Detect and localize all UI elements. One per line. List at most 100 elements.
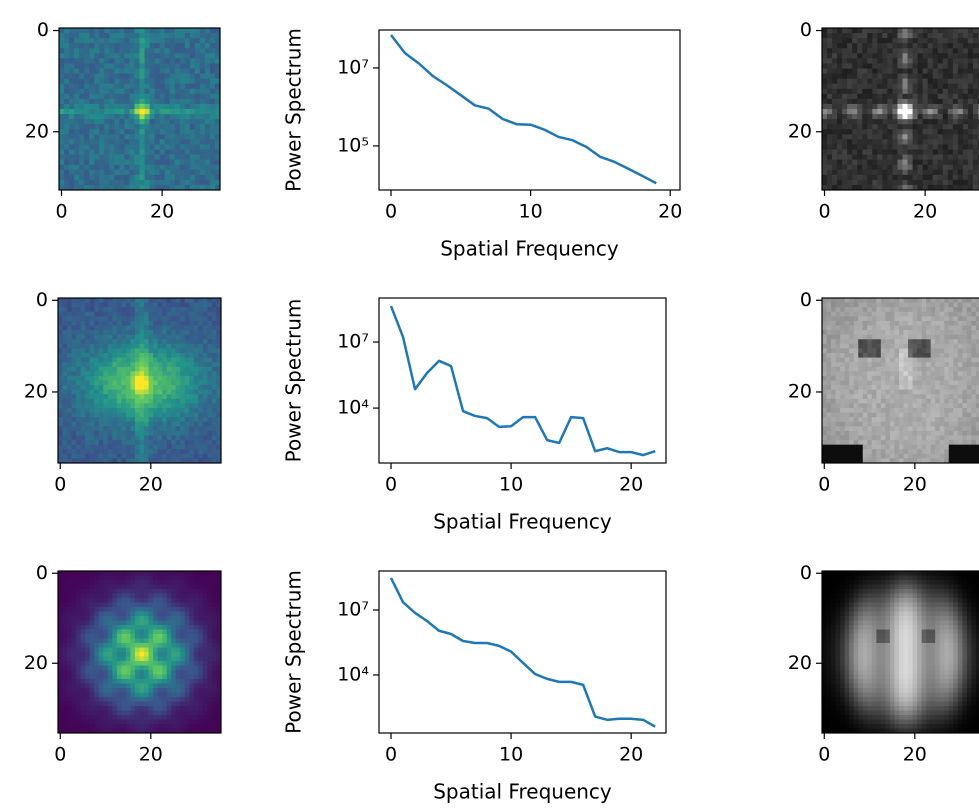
image-pixel bbox=[885, 326, 890, 331]
image-pixel bbox=[908, 89, 913, 94]
image-pixel bbox=[90, 335, 95, 340]
image-pixel bbox=[876, 303, 881, 308]
image-pixel bbox=[162, 307, 167, 312]
image-pixel bbox=[194, 449, 199, 454]
image-pixel bbox=[903, 58, 908, 63]
image-pixel bbox=[99, 144, 104, 149]
image-pixel bbox=[171, 353, 176, 358]
image-pixel bbox=[94, 119, 99, 124]
image-pixel bbox=[897, 69, 902, 74]
image-pixel bbox=[845, 335, 850, 340]
image-pixel bbox=[962, 330, 967, 335]
image-pixel bbox=[953, 376, 958, 381]
image-pixel bbox=[185, 94, 190, 99]
image-pixel bbox=[887, 33, 892, 38]
image-pixel bbox=[124, 144, 129, 149]
image-pixel bbox=[190, 155, 195, 160]
image-pixel bbox=[135, 307, 140, 312]
image-pixel bbox=[203, 353, 208, 358]
image-pixel bbox=[867, 390, 872, 395]
image-pixel bbox=[150, 99, 155, 104]
image-pixel bbox=[103, 422, 108, 427]
image-pixel bbox=[948, 79, 953, 84]
image-pixel bbox=[847, 53, 852, 58]
image-pixel bbox=[185, 585, 190, 590]
image-pixel bbox=[124, 124, 129, 129]
image-pixel bbox=[180, 69, 185, 74]
image-pixel bbox=[144, 431, 149, 436]
image-pixel bbox=[72, 321, 77, 326]
image-pixel bbox=[94, 426, 99, 431]
image-pixel bbox=[99, 598, 104, 603]
image-pixel bbox=[200, 109, 205, 114]
image-pixel bbox=[109, 28, 114, 33]
image-pixel bbox=[872, 381, 877, 386]
image-pixel bbox=[94, 358, 99, 363]
image-pixel bbox=[180, 58, 185, 63]
image-pixel bbox=[949, 376, 954, 381]
image-pixel bbox=[94, 339, 99, 344]
image-pixel bbox=[926, 339, 931, 344]
image-pixel bbox=[922, 381, 927, 386]
image-pixel bbox=[894, 394, 899, 399]
image-pixel bbox=[831, 312, 836, 317]
image-pixel bbox=[953, 394, 958, 399]
image-pixel bbox=[872, 89, 877, 94]
image-pixel bbox=[135, 298, 140, 303]
image-pixel bbox=[926, 335, 931, 340]
image-pixel bbox=[872, 144, 877, 149]
image-pixel bbox=[117, 454, 122, 459]
image-pixel bbox=[953, 454, 958, 459]
image-pixel bbox=[171, 330, 176, 335]
image-pixel bbox=[170, 33, 175, 38]
image-pixel bbox=[890, 376, 895, 381]
image-pixel bbox=[831, 367, 836, 372]
image-pixel bbox=[150, 84, 155, 89]
image-pixel bbox=[207, 358, 212, 363]
image-pixel bbox=[109, 74, 114, 79]
image-pixel bbox=[948, 63, 953, 68]
image-pixel bbox=[194, 417, 199, 422]
image-pixel bbox=[119, 114, 124, 119]
image-pixel bbox=[167, 316, 172, 321]
image-pixel bbox=[180, 445, 185, 450]
image-pixel bbox=[94, 307, 99, 312]
image-pixel bbox=[104, 69, 109, 74]
image-pixel bbox=[180, 303, 185, 308]
image-pixel bbox=[94, 403, 99, 408]
image-pixel bbox=[85, 440, 90, 445]
image-pixel bbox=[973, 114, 978, 119]
image-pixel bbox=[150, 69, 155, 74]
image-pixel bbox=[831, 445, 836, 450]
image-pixel bbox=[913, 394, 918, 399]
image-pixel bbox=[207, 339, 212, 344]
image-pixel bbox=[144, 426, 149, 431]
image-pixel bbox=[180, 180, 185, 185]
image-pixel bbox=[971, 413, 976, 418]
image-pixel bbox=[165, 165, 170, 170]
image-pixel bbox=[903, 144, 908, 149]
image-pixel bbox=[876, 371, 881, 376]
image-pixel bbox=[882, 144, 887, 149]
image-pixel bbox=[958, 298, 963, 303]
image-pixel bbox=[149, 598, 154, 603]
image-pixel bbox=[85, 358, 90, 363]
image-pixel bbox=[170, 175, 175, 180]
image-pixel bbox=[94, 449, 99, 454]
image-pixel bbox=[198, 413, 203, 418]
image-pixel bbox=[881, 408, 886, 413]
image-pixel bbox=[899, 426, 904, 431]
image-pixel bbox=[207, 440, 212, 445]
image-pixel bbox=[842, 58, 847, 63]
image-pixel bbox=[836, 326, 841, 331]
image-pixel bbox=[836, 394, 841, 399]
image-pixel bbox=[72, 362, 77, 367]
y-tick-label: 10⁷ bbox=[337, 56, 369, 78]
image-pixel bbox=[99, 449, 104, 454]
image-pixel bbox=[205, 119, 210, 124]
image-pixel bbox=[935, 431, 940, 436]
image-pixel bbox=[112, 399, 117, 404]
image-pixel bbox=[872, 298, 877, 303]
image-pixel bbox=[114, 119, 119, 124]
image-pixel bbox=[904, 390, 909, 395]
